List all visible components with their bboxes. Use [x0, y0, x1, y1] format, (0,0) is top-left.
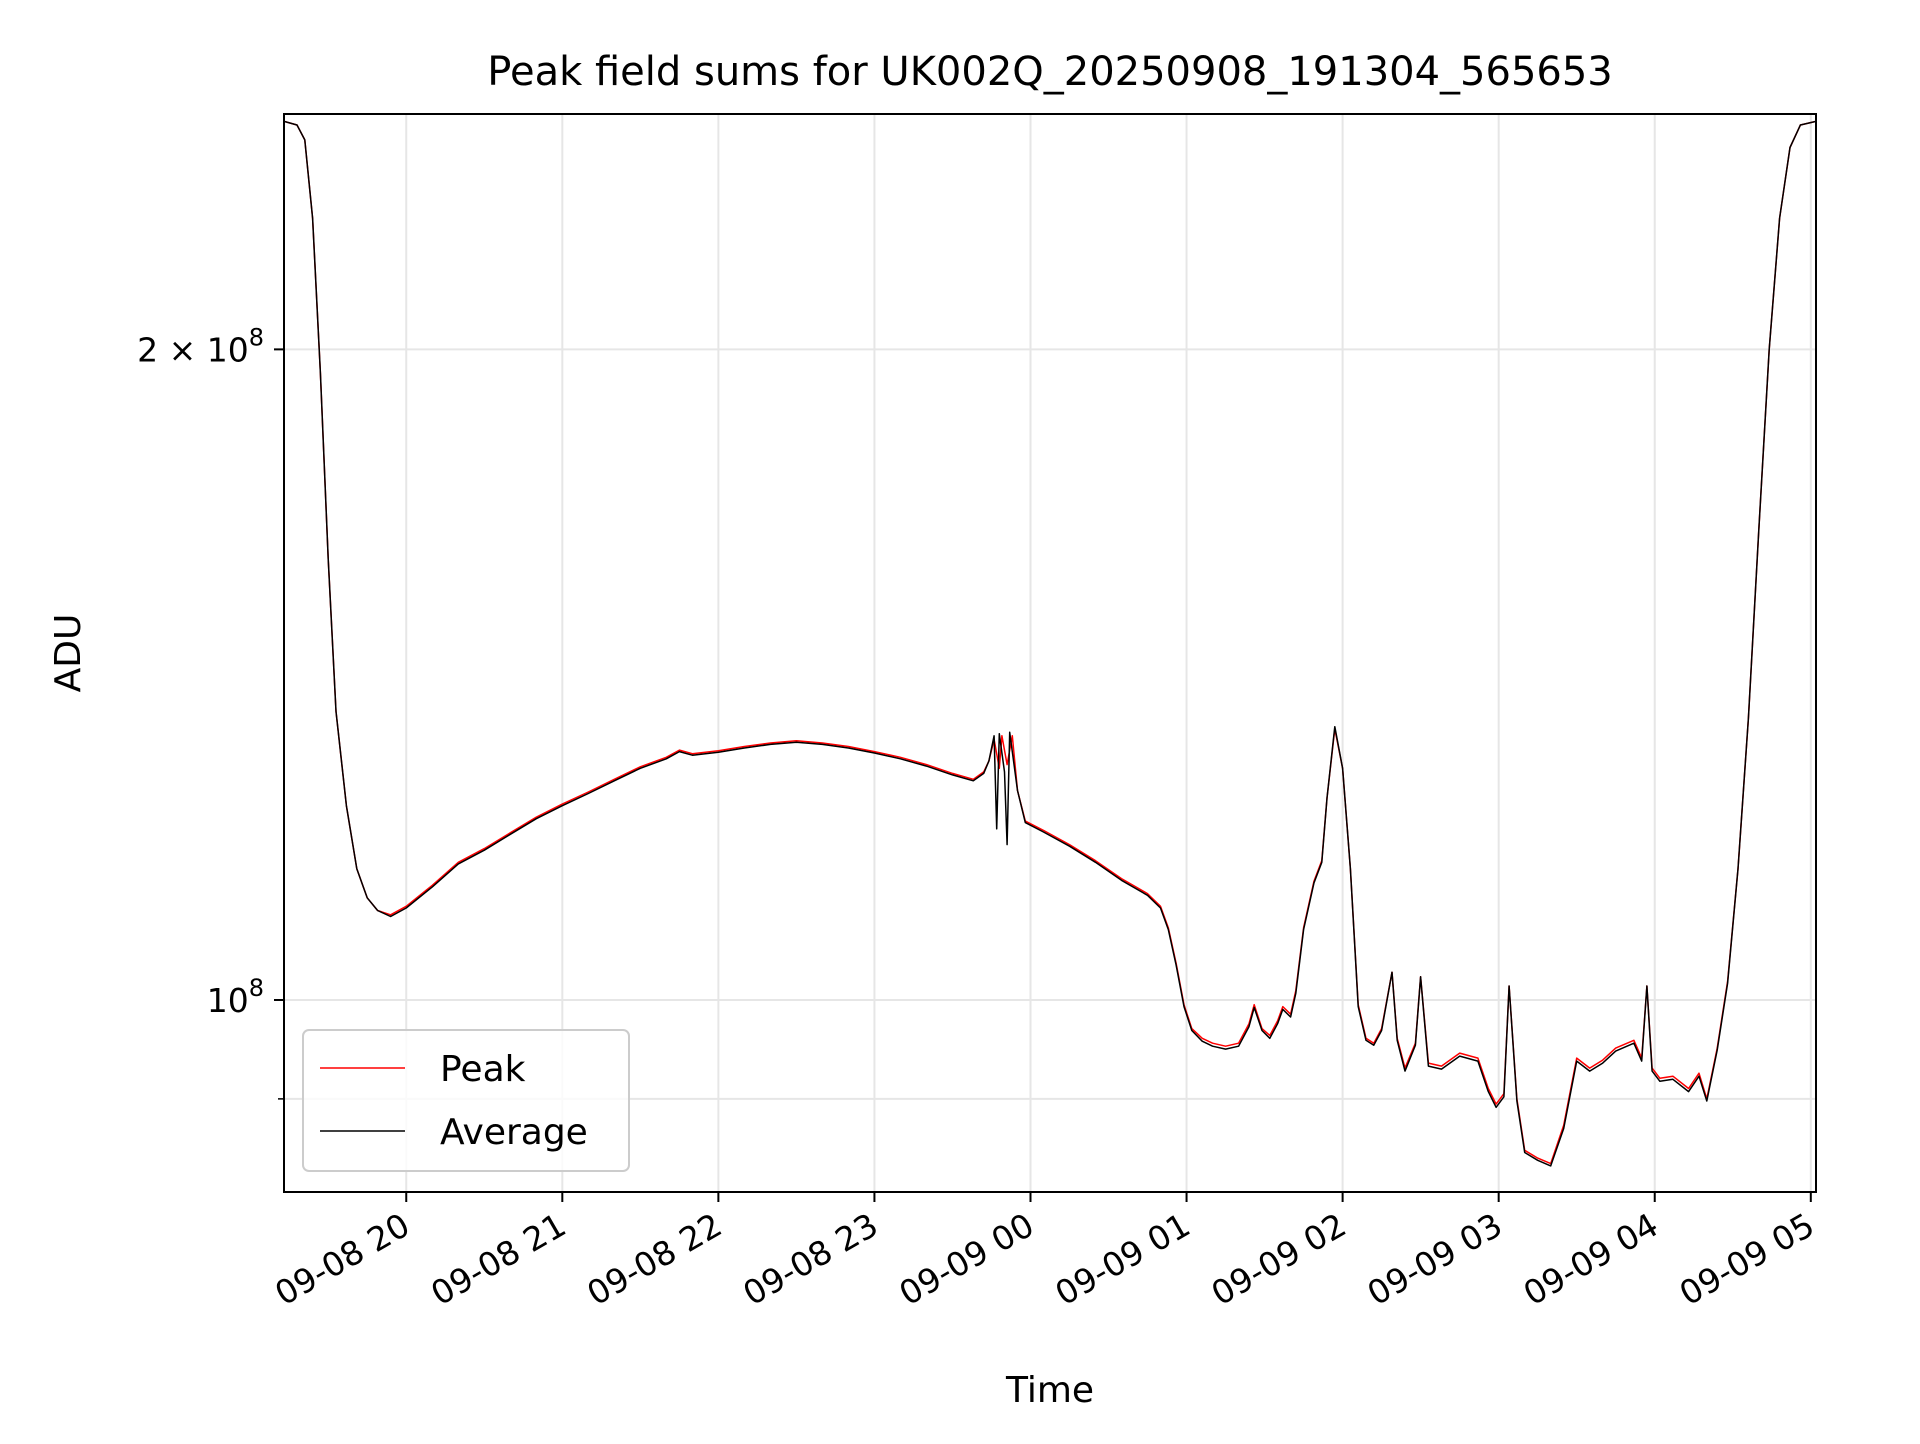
- y-tick-label: 2 × 108: [137, 323, 264, 369]
- legend-label-peak: Peak: [440, 1049, 526, 1090]
- series-line-average: [284, 120, 1816, 1167]
- legend-box: [302, 1029, 630, 1172]
- plot-frame: [283, 113, 1817, 1193]
- series-layer: [284, 120, 1816, 1167]
- y-axis-label: ADU: [48, 614, 89, 693]
- legend: Peak Average: [302, 1029, 630, 1172]
- legend-label-average: Average: [440, 1112, 588, 1153]
- chart-title: Peak field sums for UK002Q_20250908_1913…: [487, 49, 1612, 95]
- series-line-peak: [284, 120, 1816, 1165]
- grid-layer: [284, 114, 1816, 1192]
- x-axis-label: Time: [1005, 1370, 1094, 1411]
